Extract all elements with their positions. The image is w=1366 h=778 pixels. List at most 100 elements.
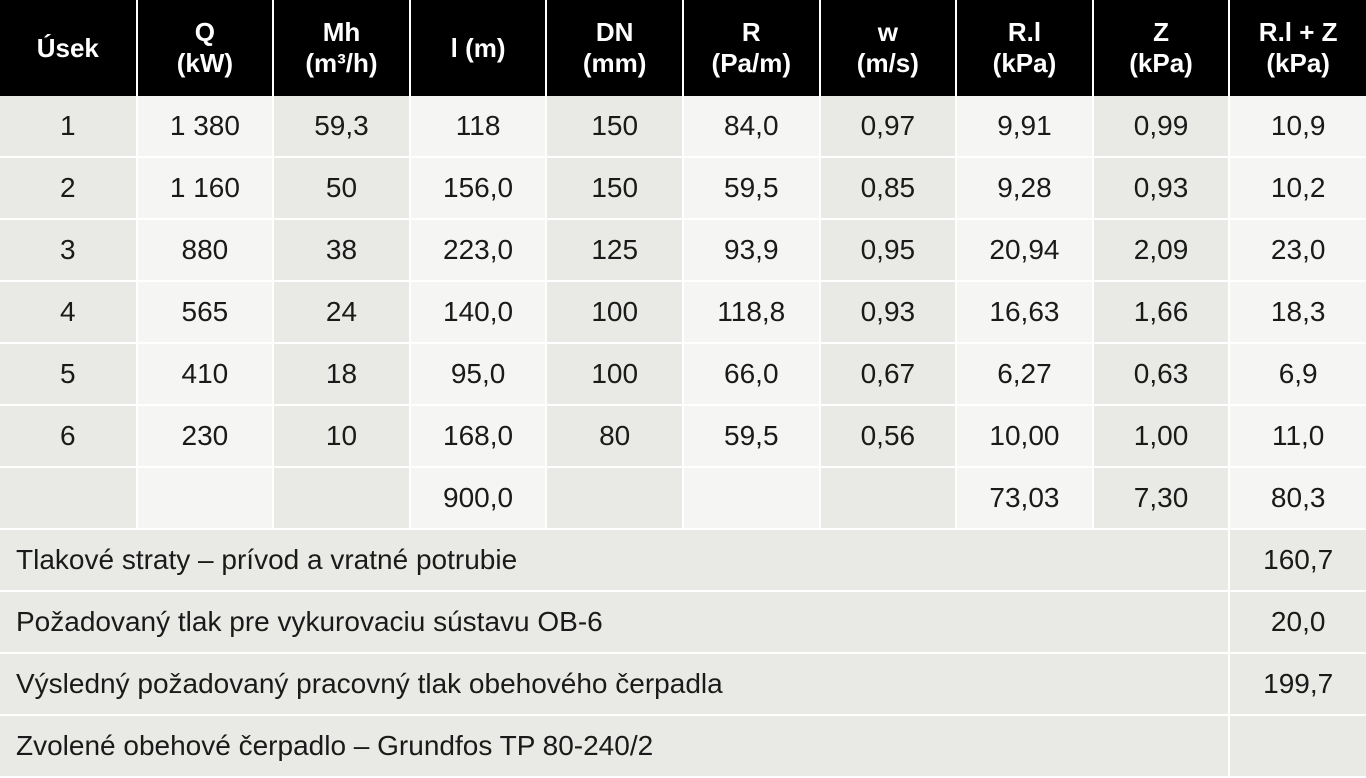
table-cell: 5 — [0, 343, 138, 406]
table-cell: 18 — [273, 343, 411, 406]
table-cell: 9,91 — [956, 96, 1094, 158]
table-cell: 80 — [546, 405, 684, 468]
table-cell: 1 160 — [136, 157, 275, 220]
table-cell: 59,3 — [273, 96, 411, 158]
table-cell: 150 — [546, 157, 684, 220]
table-cell: 9,28 — [956, 157, 1094, 220]
table-cell: 95,0 — [409, 343, 548, 406]
table-cell — [0, 467, 138, 530]
table-cell: 11,0 — [1229, 405, 1366, 468]
table-cell: 38 — [273, 219, 411, 282]
table-cell: 1,66 — [1092, 281, 1231, 344]
summary-label: Výsledný požadovaný pracovný tlak obehov… — [0, 653, 1231, 716]
header-cell-dn: DN (mm) — [546, 0, 684, 96]
table-cell: 223,0 — [409, 219, 548, 282]
summary-value — [1229, 715, 1366, 776]
table-cell: 1,00 — [1092, 405, 1231, 468]
summary-row: Zvolené obehové čerpadlo – Grundfos TP 8… — [0, 715, 1366, 776]
table-cell: 10,9 — [1229, 96, 1366, 158]
summary-value: 160,7 — [1229, 529, 1366, 592]
table-cell: 125 — [546, 219, 684, 282]
table-cell: 7,30 — [1092, 467, 1231, 530]
table-cell: 880 — [136, 219, 275, 282]
table-cell: 59,5 — [682, 405, 821, 468]
header-cell-mh: Mh (m³/h) — [273, 0, 411, 96]
summary-label: Tlakové straty – prívod a vratné potrubi… — [0, 529, 1231, 592]
table-cell: 118 — [409, 96, 548, 158]
table-cell: 16,63 — [956, 281, 1094, 344]
header-cell-rl: R.l (kPa) — [956, 0, 1094, 96]
header-cell-q: Q (kW) — [136, 0, 275, 96]
summary-label: Zvolené obehové čerpadlo – Grundfos TP 8… — [0, 715, 1231, 776]
table-cell: 59,5 — [682, 157, 821, 220]
table-cell: 0,97 — [819, 96, 958, 158]
table-cell: 900,0 — [409, 467, 548, 530]
table-cell: 66,0 — [682, 343, 821, 406]
table-cell: 565 — [136, 281, 275, 344]
summary-value: 20,0 — [1229, 591, 1366, 654]
summary-row: Výsledný požadovaný pracovný tlak obehov… — [0, 653, 1366, 716]
table-cell: 50 — [273, 157, 411, 220]
table-cell: 23,0 — [1229, 219, 1366, 282]
table-cell: 0,56 — [819, 405, 958, 468]
table-cell: 118,8 — [682, 281, 821, 344]
summary-label: Požadovaný tlak pre vykurovaciu sústavu … — [0, 591, 1231, 654]
table-cell: 1 380 — [136, 96, 275, 158]
table-cell — [819, 467, 958, 530]
table-cell: 0,67 — [819, 343, 958, 406]
table-cell — [273, 467, 411, 530]
table-cell: 156,0 — [409, 157, 548, 220]
header-cell-r: R (Pa/m) — [682, 0, 821, 96]
table-cell: 2,09 — [1092, 219, 1231, 282]
table-cell: 6,9 — [1229, 343, 1366, 406]
table-cell: 10,00 — [956, 405, 1094, 468]
table-cell: 24 — [273, 281, 411, 344]
table-cell: 6 — [0, 405, 138, 468]
header-cell-w: w (m/s) — [819, 0, 958, 96]
table-cell: 80,3 — [1229, 467, 1366, 530]
table-cell: 1 — [0, 96, 138, 158]
table-cell: 6,27 — [956, 343, 1094, 406]
table-cell — [682, 467, 821, 530]
table-cell: 100 — [546, 281, 684, 344]
table-cell: 100 — [546, 343, 684, 406]
table-cell: 18,3 — [1229, 281, 1366, 344]
header-cell-z: Z (kPa) — [1092, 0, 1231, 96]
table-cell: 0,85 — [819, 157, 958, 220]
table-cell: 0,93 — [1092, 157, 1231, 220]
table-cell: 3 — [0, 219, 138, 282]
table-cell: 0,99 — [1092, 96, 1231, 158]
table-cell: 0,63 — [1092, 343, 1231, 406]
summary-value: 199,7 — [1229, 653, 1366, 716]
summary-row: Požadovaný tlak pre vykurovaciu sústavu … — [0, 591, 1366, 654]
table-cell: 150 — [546, 96, 684, 158]
table-cell — [546, 467, 684, 530]
table-cell: 140,0 — [409, 281, 548, 344]
table-cell: 93,9 — [682, 219, 821, 282]
table-row: 4 565 24 140,0 100 118,8 0,93 16,63 1,66 18,3 — [0, 281, 1366, 344]
header-row: Úsek Q (kW) Mh (m³/h) l (m) DN (mm) R (Pa/m)… — [0, 0, 1366, 96]
table-cell: 0,95 — [819, 219, 958, 282]
table-cell — [136, 467, 275, 530]
header-cell-length: l (m) — [409, 0, 548, 96]
table-cell: 230 — [136, 405, 275, 468]
header-cell-usek: Úsek — [0, 0, 138, 96]
header-cell-rl-plus-z: R.l + Z (kPa) — [1229, 0, 1366, 96]
table-cell: 10,2 — [1229, 157, 1366, 220]
table-cell: 2 — [0, 157, 138, 220]
table-cell: 0,93 — [819, 281, 958, 344]
table-cell: 4 — [0, 281, 138, 344]
table-row: 3 880 38 223,0 125 93,9 0,95 20,94 2,09 23,0 — [0, 219, 1366, 282]
table-cell: 73,03 — [956, 467, 1094, 530]
table-row: 5 410 18 95,0 100 66,0 0,67 6,27 0,63 6,9 — [0, 343, 1366, 406]
table-cell: 410 — [136, 343, 275, 406]
table-row: 6 230 10 168,0 80 59,5 0,56 10,00 1,00 11,0 — [0, 405, 1366, 468]
table-cell: 84,0 — [682, 96, 821, 158]
total-row: 900,0 73,03 7,30 80,3 — [0, 467, 1366, 530]
table-header: Úsek Q (kW) Mh (m³/h) l (m) DN (mm) R (Pa/m)… — [0, 0, 1366, 96]
summary-row: Tlakové straty – prívod a vratné potrubi… — [0, 529, 1366, 592]
